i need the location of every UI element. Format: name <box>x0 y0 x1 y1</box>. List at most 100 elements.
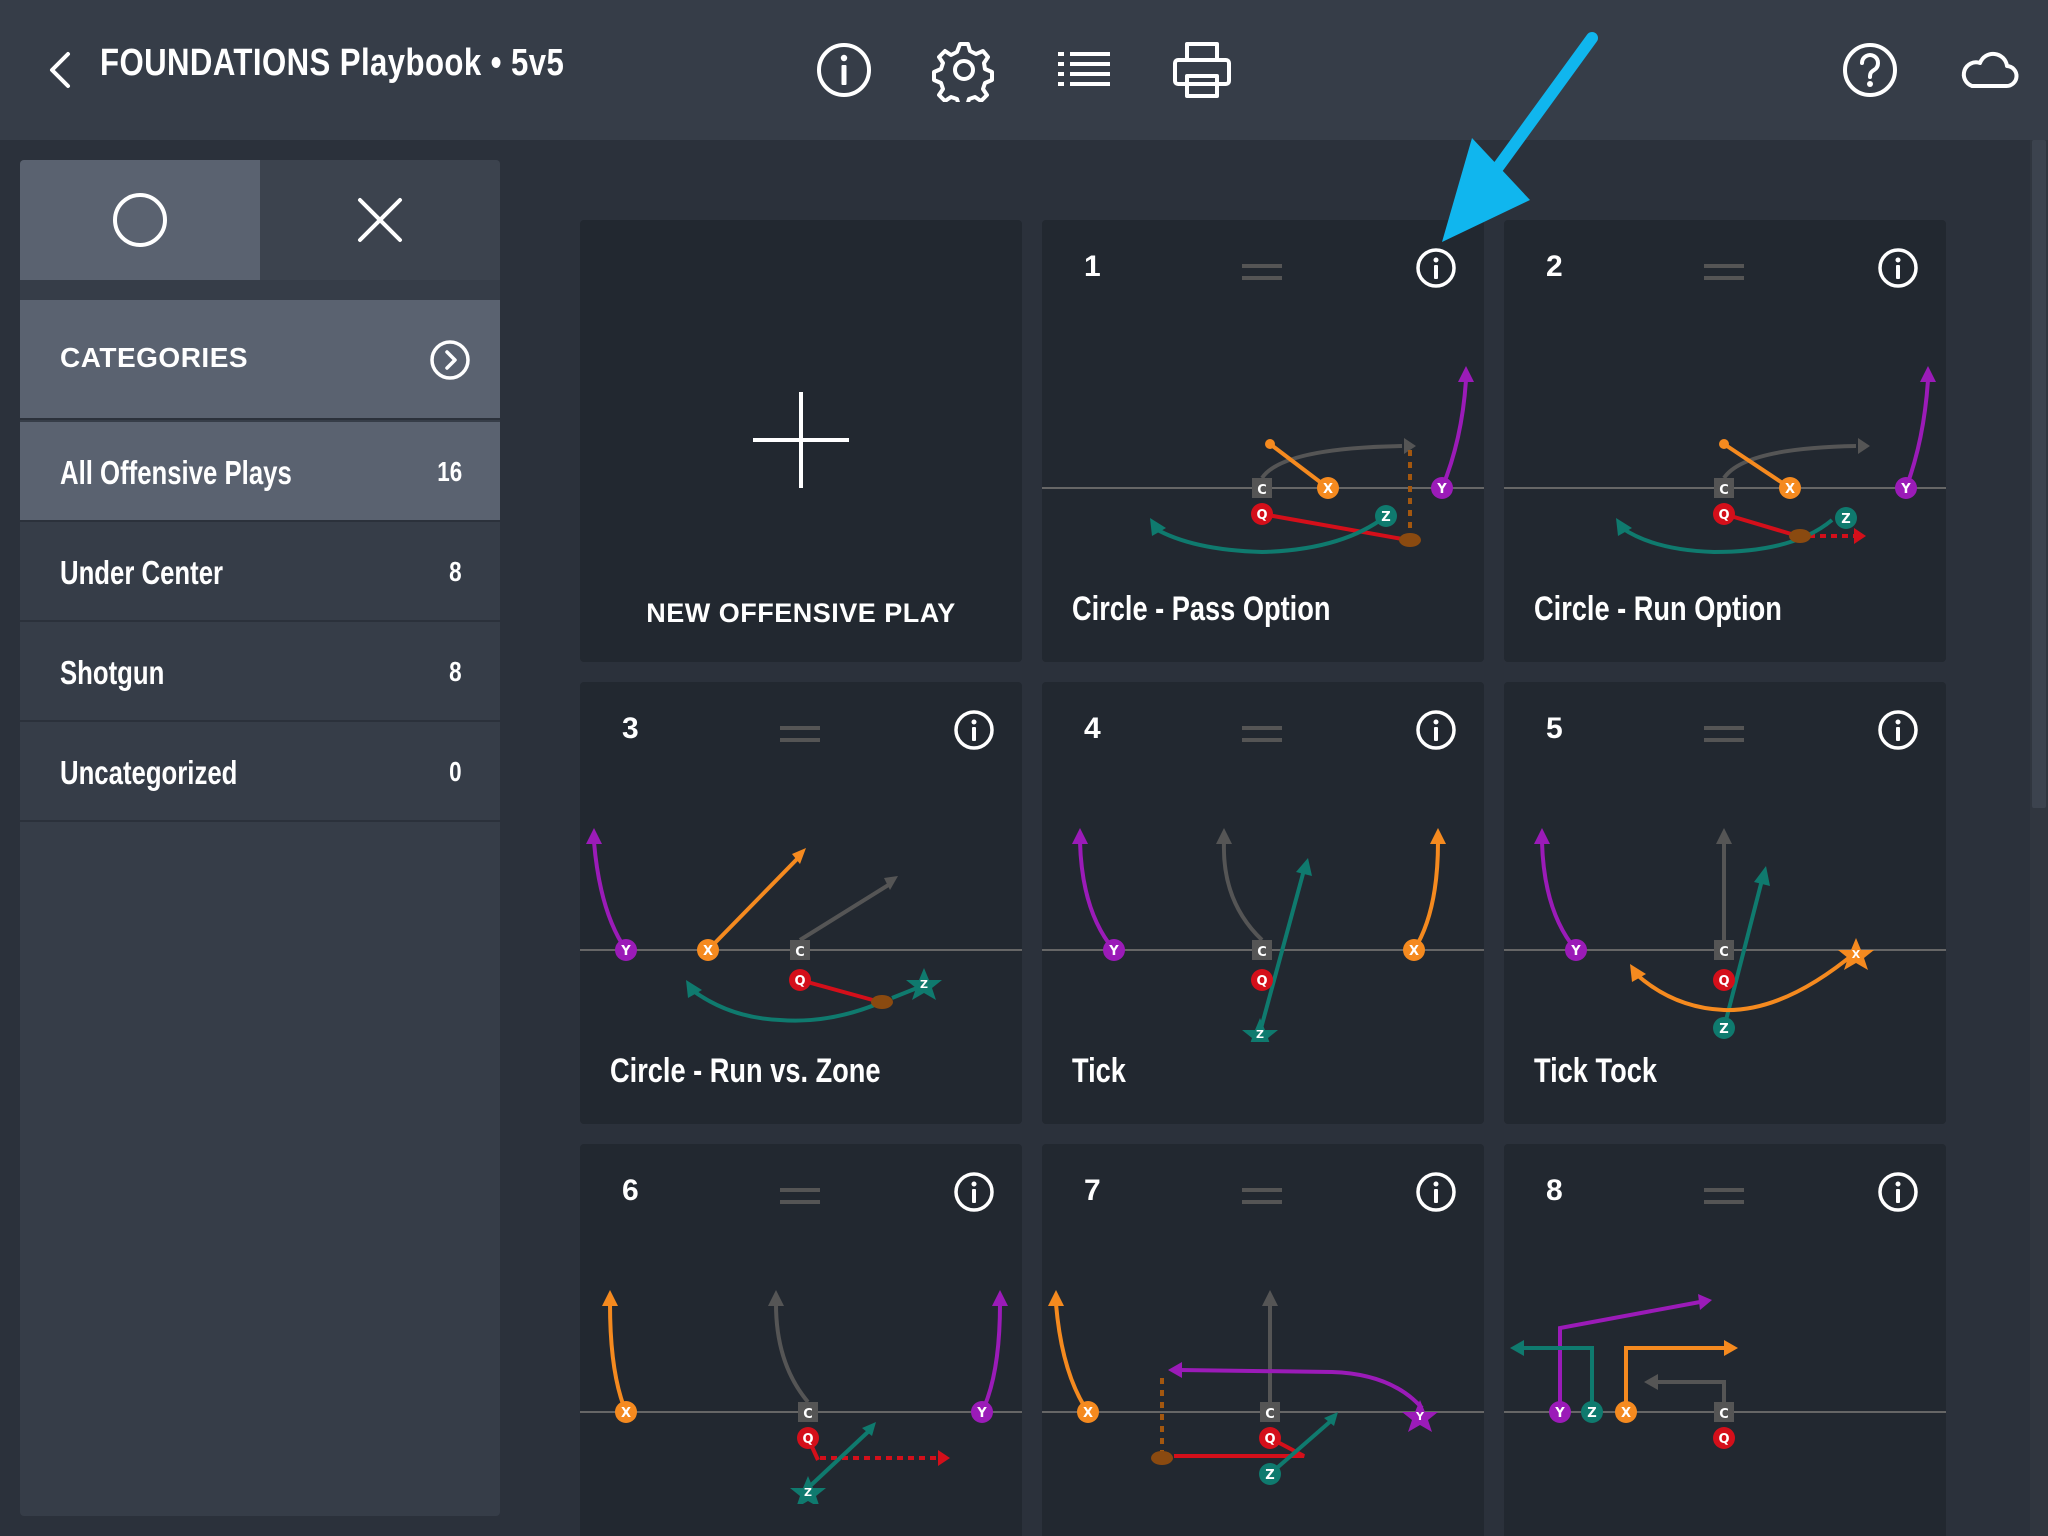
circle-icon <box>113 193 167 247</box>
svg-text:C: C <box>1719 483 1729 498</box>
play-name: Circle - Pass Option <box>1072 590 1331 628</box>
svg-text:Q: Q <box>1256 974 1267 989</box>
play-name: Circle - Run vs. Zone <box>610 1052 881 1090</box>
defense-toggle-button[interactable] <box>260 160 500 280</box>
play-diagram: C Q X Y Z <box>1042 366 1484 555</box>
settings-gear-icon[interactable] <box>932 38 996 108</box>
info-icon[interactable] <box>952 1170 996 1214</box>
svg-text:Y: Y <box>976 1406 987 1421</box>
category-count: 8 <box>449 656 462 687</box>
svg-text:Y: Y <box>1570 944 1581 959</box>
play-diagram: C Q X Y Z <box>1504 366 1946 555</box>
play-diagram: X C Q Y Z <box>580 1290 1022 1504</box>
info-icon[interactable] <box>1876 246 1920 290</box>
svg-text:C: C <box>1265 1407 1275 1422</box>
play-number: 3 <box>622 712 639 745</box>
categories-header[interactable]: CATEGORIES <box>20 300 500 420</box>
category-label: Uncategorized <box>60 754 238 791</box>
cloud-icon[interactable] <box>1956 38 2020 102</box>
svg-text:Z: Z <box>804 1486 812 1499</box>
info-icon[interactable] <box>952 708 996 752</box>
info-icon[interactable] <box>1876 708 1920 752</box>
svg-text:Q: Q <box>1718 1432 1729 1447</box>
info-icon[interactable] <box>812 38 876 102</box>
svg-text:Q: Q <box>1718 508 1729 523</box>
svg-text:C: C <box>795 945 805 960</box>
drag-handle-icon[interactable] <box>1242 1186 1282 1206</box>
drag-handle-icon[interactable] <box>1704 262 1744 282</box>
category-label: Under Center <box>60 554 224 591</box>
drag-handle-icon[interactable] <box>1704 1186 1744 1206</box>
play-card[interactable]: 3 Y X C Q Z Circle - Run vs. Zone <box>580 682 1022 1124</box>
svg-text:C: C <box>803 1407 813 1422</box>
help-icon[interactable] <box>1838 38 1902 102</box>
drag-handle-icon[interactable] <box>1704 724 1744 744</box>
svg-text:Q: Q <box>802 1432 813 1447</box>
info-icon[interactable] <box>1876 1170 1920 1214</box>
new-play-label: NEW OFFENSIVE PLAY <box>646 598 956 628</box>
category-label: All Offensive Plays <box>60 454 292 491</box>
svg-text:C: C <box>1719 1407 1729 1422</box>
info-icon[interactable] <box>1414 246 1458 290</box>
play-diagram: Y Z X C Q <box>1504 1294 1946 1449</box>
play-card[interactable]: 8 Y Z X C Q <box>1504 1144 1946 1536</box>
svg-text:Q: Q <box>794 974 805 989</box>
svg-text:C: C <box>1719 945 1729 960</box>
chevron-right-circle-icon[interactable] <box>428 338 472 382</box>
svg-text:Z: Z <box>1256 1028 1264 1041</box>
svg-text:C: C <box>1257 483 1267 498</box>
svg-text:X: X <box>1621 1406 1631 1421</box>
category-count: 8 <box>449 556 462 587</box>
list-icon[interactable] <box>1052 38 1116 102</box>
play-name: Tick Tock <box>1534 1052 1657 1090</box>
category-item-under-center[interactable]: Under Center 8 <box>20 522 500 622</box>
top-bar: FOUNDATIONS Playbook • 5v5 <box>0 0 2048 140</box>
play-card[interactable]: 7 X C Q Z Y <box>1042 1144 1484 1536</box>
categories-label: CATEGORIES <box>60 342 249 373</box>
svg-text:X: X <box>1083 1406 1093 1421</box>
scrollbar[interactable] <box>2030 140 2048 1536</box>
info-icon[interactable] <box>1414 1170 1458 1214</box>
svg-text:C: C <box>1257 945 1267 960</box>
drag-handle-icon[interactable] <box>780 724 820 744</box>
play-diagram: Y C Q Z X <box>1504 828 1946 1039</box>
playbook-title: FOUNDATIONS Playbook • 5v5 <box>100 42 565 84</box>
svg-text:Y: Y <box>1108 944 1119 959</box>
play-card[interactable]: 2 C Q X Y Z Circle - Run Option <box>1504 220 1946 662</box>
play-card[interactable]: 1 C Q X Y Z Circle - Pass Option <box>1042 220 1484 662</box>
hint-arrow-icon <box>1442 32 1598 242</box>
info-icon[interactable] <box>1414 708 1458 752</box>
svg-text:Z: Z <box>1841 512 1850 527</box>
category-item-shotgun[interactable]: Shotgun 8 <box>20 622 500 722</box>
drag-handle-icon[interactable] <box>1242 262 1282 282</box>
scrollbar-thumb[interactable] <box>2032 140 2046 808</box>
category-item-uncategorized[interactable]: Uncategorized 0 <box>20 722 500 822</box>
svg-text:X: X <box>1785 482 1795 497</box>
back-chevron-icon[interactable] <box>30 40 90 100</box>
play-number: 7 <box>1084 1174 1101 1207</box>
play-number: 5 <box>1546 712 1563 745</box>
x-icon <box>358 198 402 242</box>
category-sidebar: CATEGORIES All Offensive Plays 16 Under … <box>20 160 500 1516</box>
svg-text:X: X <box>621 1406 631 1421</box>
svg-text:Z: Z <box>920 978 928 991</box>
category-item-all-offensive-plays[interactable]: All Offensive Plays 16 <box>20 422 500 522</box>
play-card[interactable]: 6 X C Q Y Z <box>580 1144 1022 1536</box>
drag-handle-icon[interactable] <box>780 1186 820 1206</box>
play-number: 1 <box>1084 250 1101 283</box>
svg-text:X: X <box>1323 482 1333 497</box>
svg-text:X: X <box>1852 948 1861 961</box>
print-icon[interactable] <box>1170 38 1234 102</box>
play-card[interactable]: 5 Y C Q Z X Tick Tock <box>1504 682 1946 1124</box>
drag-handle-icon[interactable] <box>1242 724 1282 744</box>
play-diagram: Y C Q X Z <box>1042 828 1484 1042</box>
offense-toggle-button[interactable] <box>20 160 260 280</box>
category-list: All Offensive Plays 16 Under Center 8 Sh… <box>20 422 500 822</box>
svg-text:Y: Y <box>1900 482 1911 497</box>
svg-text:X: X <box>1409 944 1419 959</box>
new-play-card[interactable]: NEW OFFENSIVE PLAY <box>580 220 1022 662</box>
svg-text:Y: Y <box>620 944 631 959</box>
svg-text:Q: Q <box>1256 508 1267 523</box>
play-card[interactable]: 4 Y C Q X Z Tick <box>1042 682 1484 1124</box>
svg-text:Z: Z <box>1719 1022 1728 1037</box>
